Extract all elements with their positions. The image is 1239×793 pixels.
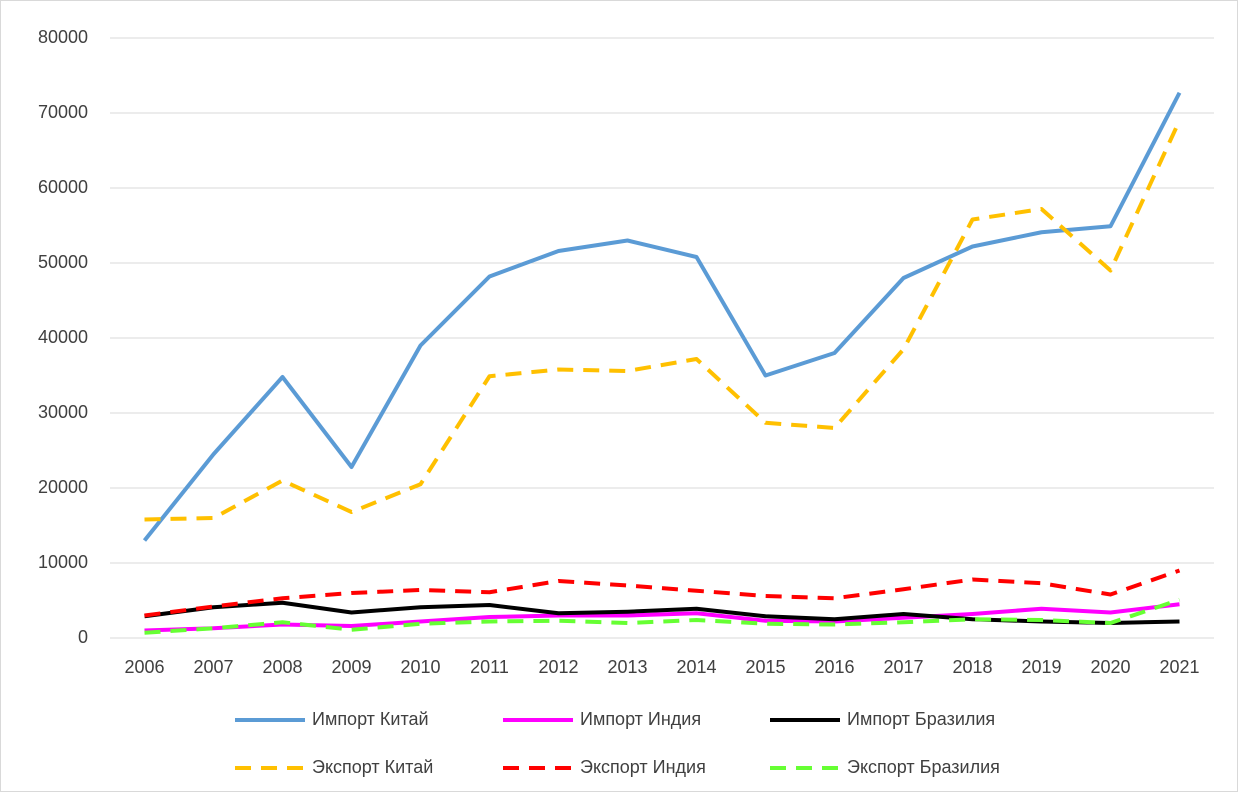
x-tick-label: 2020 <box>1090 657 1130 677</box>
legend-label: Импорт Китай <box>312 709 429 729</box>
legend-label: Импорт Индия <box>580 709 701 729</box>
y-tick-label: 80000 <box>38 27 88 47</box>
y-tick-label: 60000 <box>38 177 88 197</box>
x-tick-label: 2017 <box>883 657 923 677</box>
x-tick-label: 2010 <box>400 657 440 677</box>
x-tick-label: 2016 <box>814 657 854 677</box>
x-tick-label: 2018 <box>952 657 992 677</box>
y-tick-label: 20000 <box>38 477 88 497</box>
x-tick-label: 2013 <box>607 657 647 677</box>
legend-label: Импорт Бразилия <box>847 709 995 729</box>
y-tick-label: 40000 <box>38 327 88 347</box>
x-tick-label: 2011 <box>470 657 509 677</box>
series-line <box>144 602 1180 633</box>
y-tick-label: 30000 <box>38 402 88 422</box>
x-tick-label: 2019 <box>1021 657 1061 677</box>
x-tick-label: 2006 <box>124 657 164 677</box>
y-tick-label: 50000 <box>38 252 88 272</box>
x-tick-label: 2007 <box>193 657 233 677</box>
y-tick-label: 70000 <box>38 102 88 122</box>
series-line <box>144 119 1182 522</box>
series-line <box>144 568 1181 618</box>
x-tick-label: 2015 <box>745 657 785 677</box>
series-line <box>142 91 1182 542</box>
y-tick-label: 10000 <box>38 552 88 572</box>
x-tick-label: 2008 <box>262 657 302 677</box>
x-tick-label: 2014 <box>676 657 716 677</box>
legend-label: Экспорт Китай <box>312 757 433 777</box>
legend-label: Экспорт Индия <box>580 757 706 777</box>
y-tick-label: 0 <box>78 627 88 647</box>
x-tick-label: 2009 <box>331 657 371 677</box>
x-tick-label: 2012 <box>538 657 578 677</box>
x-tick-label: 2021 <box>1159 657 1199 677</box>
series-line <box>144 597 1181 635</box>
legend-label: Экспорт Бразилия <box>847 757 1000 777</box>
